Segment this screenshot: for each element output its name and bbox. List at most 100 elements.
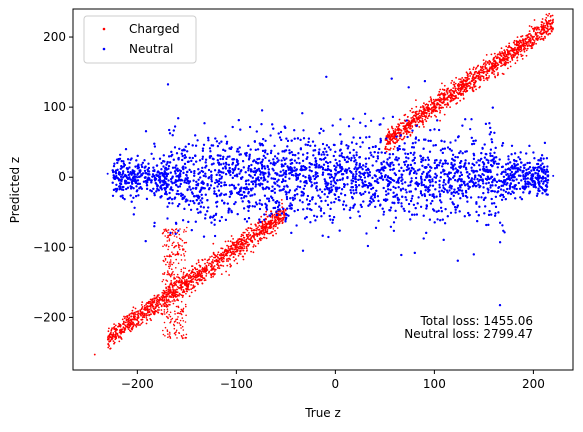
- charged-point: [404, 130, 407, 133]
- charged-point: [121, 318, 124, 321]
- charged-point: [169, 274, 172, 276]
- charged-point: [212, 242, 215, 245]
- charged-point: [243, 236, 246, 239]
- charged-point: [393, 134, 395, 136]
- charged-point: [170, 282, 173, 284]
- charged-point: [152, 307, 155, 310]
- charged-point: [178, 246, 180, 249]
- charged-point: [519, 46, 521, 49]
- charged-point: [253, 233, 256, 236]
- charged-point: [106, 338, 109, 341]
- charged-point: [122, 323, 124, 325]
- charged-point: [148, 310, 151, 313]
- charged-point: [503, 49, 506, 52]
- charged-point: [131, 327, 134, 329]
- charged-point: [188, 295, 191, 298]
- charged-point: [168, 273, 170, 275]
- charged-point: [180, 327, 182, 329]
- charged-point: [257, 240, 260, 243]
- charged-point: [197, 259, 200, 261]
- charged-point: [486, 79, 489, 81]
- charged-point: [232, 238, 235, 240]
- charged-point: [541, 21, 544, 24]
- charged-point: [481, 75, 484, 78]
- charged-point: [219, 254, 222, 257]
- charged-point: [439, 110, 442, 112]
- charged-point: [235, 258, 237, 260]
- charged-point: [194, 278, 197, 281]
- charged-point: [167, 298, 170, 301]
- charged-point: [183, 242, 186, 244]
- charged-point: [277, 210, 280, 213]
- charged-point: [509, 65, 512, 68]
- charged-point: [229, 263, 232, 266]
- charged-point: [185, 290, 188, 292]
- charged-point: [179, 324, 182, 326]
- charged-point: [173, 235, 176, 237]
- charged-point: [462, 94, 465, 96]
- charged-point: [445, 90, 448, 92]
- charged-point: [108, 327, 110, 330]
- charged-point: [489, 66, 491, 69]
- charged-point: [549, 32, 552, 35]
- charged-point: [427, 103, 429, 106]
- charged-point: [181, 317, 184, 319]
- charged-point: [465, 71, 468, 74]
- charged-point: [161, 291, 163, 294]
- charged-point: [179, 310, 182, 313]
- charged-point: [182, 248, 185, 250]
- charged-point: [136, 317, 139, 320]
- charged-point: [228, 248, 231, 251]
- charged-point: [485, 77, 487, 80]
- charged-point: [402, 132, 405, 135]
- charged-point: [527, 40, 530, 43]
- charged-point: [211, 255, 213, 258]
- charged-point: [178, 237, 181, 240]
- charged-point: [141, 321, 144, 324]
- charged-point: [457, 97, 459, 100]
- charged-point: [199, 275, 202, 278]
- charged-point: [521, 58, 524, 60]
- charged-point: [449, 106, 451, 108]
- charged-point: [540, 28, 543, 31]
- charged-point: [166, 240, 169, 242]
- charged-point: [190, 284, 193, 286]
- charged-point: [492, 58, 495, 60]
- charged-point: [510, 55, 512, 57]
- data-points-layer: [93, 12, 555, 356]
- charged-point: [181, 245, 183, 247]
- charged-point: [183, 229, 186, 231]
- charged-point: [446, 102, 449, 104]
- charged-point: [484, 67, 487, 70]
- charged-point: [167, 255, 169, 258]
- charged-point: [524, 39, 527, 41]
- charged-point: [529, 37, 532, 40]
- charged-point: [439, 88, 442, 91]
- charged-point: [259, 230, 262, 233]
- charged-point: [502, 56, 505, 59]
- charged-point: [237, 238, 240, 241]
- charged-point: [214, 256, 217, 259]
- charged-point: [264, 226, 267, 228]
- charged-point: [107, 343, 110, 346]
- charged-point: [549, 26, 552, 28]
- charged-point: [179, 248, 181, 251]
- charged-point: [468, 72, 471, 75]
- charged-point: [254, 245, 257, 248]
- charged-point: [265, 222, 268, 225]
- charged-point: [111, 337, 114, 340]
- charged-point: [424, 118, 426, 121]
- charged-point: [547, 30, 549, 32]
- charged-point: [464, 76, 467, 79]
- charged-point: [501, 64, 504, 67]
- charged-point: [177, 294, 180, 296]
- charged-point: [283, 214, 285, 216]
- charged-point: [190, 291, 193, 294]
- charged-point: [429, 103, 432, 106]
- charged-point: [419, 116, 422, 119]
- charged-point: [484, 62, 487, 64]
- charged-point: [494, 76, 497, 79]
- charged-point: [444, 103, 447, 106]
- charged-point: [181, 239, 184, 242]
- charged-point: [389, 138, 392, 141]
